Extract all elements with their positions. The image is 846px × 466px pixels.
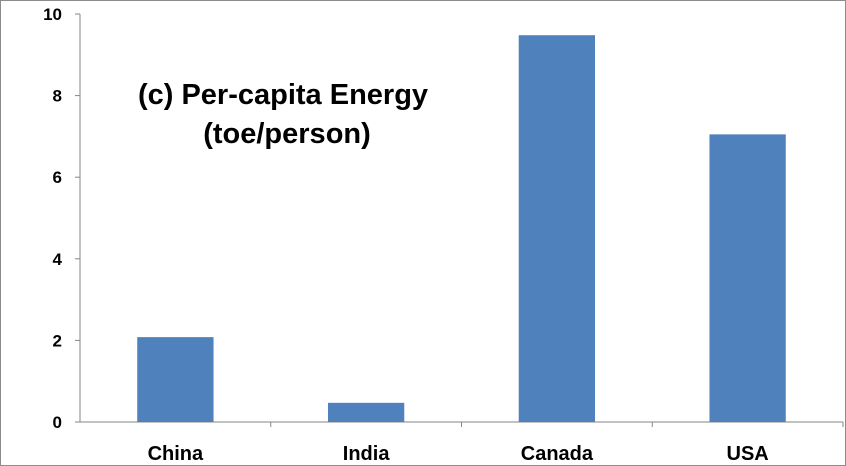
chart-title: (c) Per-capita Energy (toe/person) [138, 79, 428, 150]
chart-title-line-2: (toe/person) [203, 118, 371, 150]
y-tick-label: 8 [53, 87, 62, 106]
bar-china [137, 337, 214, 422]
y-axis-ticks: 0 2 4 6 8 10 [43, 5, 80, 432]
y-tick-label: 4 [53, 250, 63, 269]
x-category-label: USA [727, 443, 769, 465]
x-category-label: Canada [521, 443, 594, 465]
x-category-label: India [343, 443, 391, 465]
x-axis-labels: China India Canada USA [148, 443, 769, 465]
x-category-label: China [148, 443, 204, 465]
bar-canada [518, 35, 596, 422]
chart-title-line-1: (c) Per-capita Energy [138, 79, 428, 111]
bars [137, 35, 786, 423]
y-tick-label: 10 [43, 5, 62, 24]
bar-india [327, 402, 405, 422]
y-tick-label: 6 [53, 168, 62, 187]
y-tick-label: 2 [53, 331, 62, 350]
bar-usa [709, 134, 786, 423]
y-tick-label: 0 [53, 413, 62, 432]
